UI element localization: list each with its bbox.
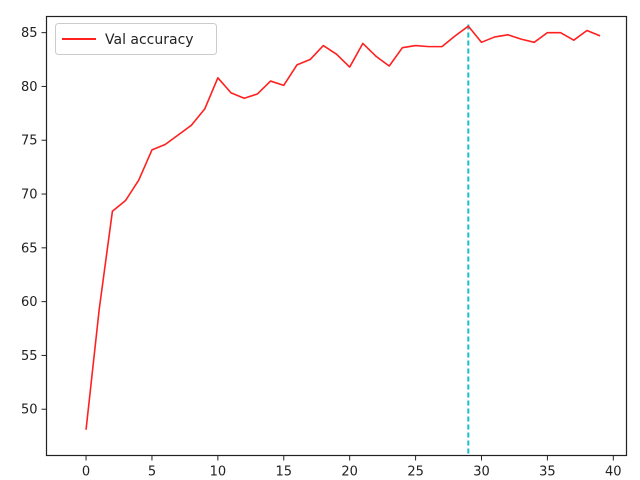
legend-box (55, 23, 217, 55)
y-tick-label: 55 (21, 349, 38, 364)
y-tick-label: 70 (21, 188, 38, 203)
y-tick-label: 50 (21, 403, 38, 418)
legend: Val accuracy (55, 23, 217, 55)
x-tick-label: 20 (341, 465, 358, 480)
x-tick-label: 0 (82, 465, 90, 480)
x-tick-label: 10 (210, 465, 227, 480)
x-tick-label: 40 (605, 465, 622, 480)
x-tick-label: 5 (148, 465, 156, 480)
series-line-val-accuracy (85, 25, 601, 430)
x-tick-label: 35 (539, 465, 556, 480)
x-tick-label: 25 (407, 465, 424, 480)
y-tick-label: 75 (21, 134, 38, 149)
legend-label: Val accuracy (105, 32, 194, 48)
y-tick-label: 85 (21, 26, 38, 41)
y-tick-label: 60 (21, 295, 38, 310)
plot-frame (45, 15, 628, 457)
x-tick-label: 30 (473, 465, 490, 480)
x-tick-label: 15 (275, 465, 292, 480)
y-tick-label: 80 (21, 80, 38, 95)
y-tick-label: 65 (21, 241, 38, 256)
